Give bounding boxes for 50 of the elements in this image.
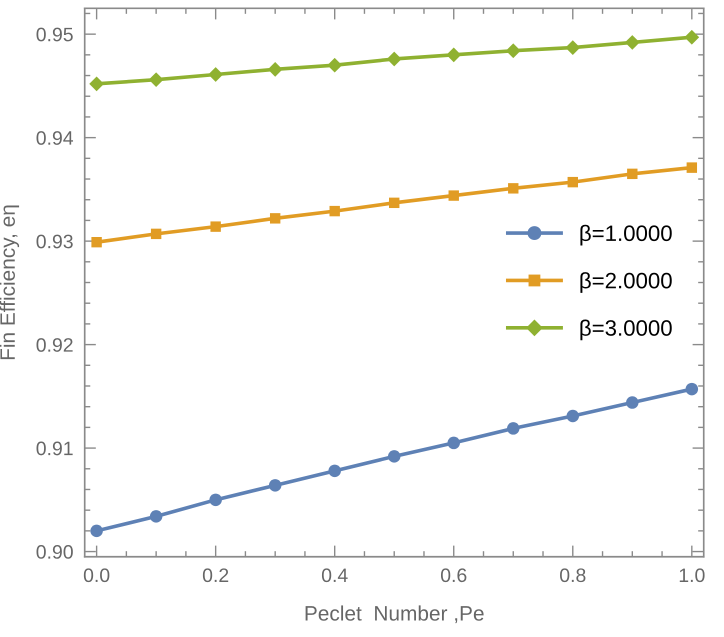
x-tick-label: 0.6 [440,568,466,582]
point [209,494,222,506]
point [148,72,164,88]
point [268,62,283,77]
point [624,35,640,50]
point [684,30,700,45]
point [210,221,221,232]
point [507,422,520,435]
point [268,479,282,492]
x-tick-label: 0.4 [322,568,348,582]
legend-label: β=2.0000 [580,272,672,293]
x-tick-label: 1.0 [680,568,705,582]
point [208,67,224,82]
point [446,47,462,62]
x-tick-label: 0.8 [560,568,586,582]
legend-label: β=1.0000 [580,224,672,246]
x-tick-label: 0.2 [202,568,228,582]
point [91,236,102,248]
point [270,213,280,224]
y-tick-label: 0.93 [36,234,73,248]
point [566,410,580,422]
point [386,52,402,66]
point [90,524,103,538]
point [328,464,341,478]
point [89,76,104,92]
point [327,58,342,73]
point [568,176,578,188]
y-tick-label: 0.94 [36,131,74,145]
point [388,450,400,463]
y-axis-title: Fin Efficiency, eη [0,205,20,360]
point [626,396,639,409]
y-tick-label: 0.91 [36,442,73,456]
point [329,206,340,216]
point [686,382,698,396]
point [506,43,521,58]
point [389,198,400,208]
point [508,183,518,194]
point [150,228,162,240]
legend-label: β=3.0000 [580,320,672,340]
point [686,162,698,173]
y-tick-label: 0.90 [36,545,73,559]
point [447,436,460,450]
y-tick-label: 0.95 [36,28,73,42]
point [150,510,162,523]
y-tick-label: 0.92 [36,338,73,352]
point [448,190,459,201]
point [627,168,638,180]
x-axis-title: Peclet Number ,Pe [306,605,484,624]
point [565,40,580,55]
x-tick-label: 0.0 [84,568,110,582]
